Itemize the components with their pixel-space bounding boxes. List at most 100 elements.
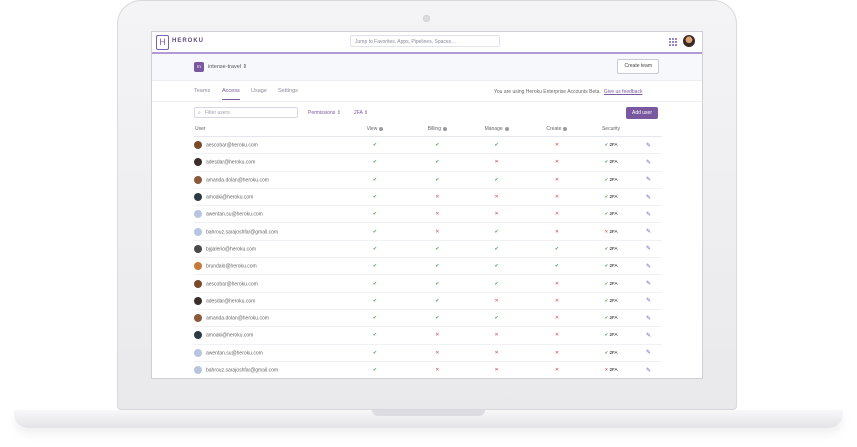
edit-cell[interactable]: ✎ (634, 136, 662, 155)
pencil-icon[interactable]: ✎ (645, 142, 651, 149)
header-manage: Manage (466, 122, 527, 137)
team-switcher[interactable]: intense-travel ⇕ (208, 64, 248, 70)
pencil-icon[interactable]: ✎ (645, 177, 651, 184)
billing-cell: ✔ (408, 240, 467, 259)
create-cell: ✔ (526, 240, 588, 259)
user-cell: aescobar@heroku.com (194, 136, 342, 155)
cross-icon: ✕ (554, 228, 560, 235)
check-icon: ✔ (435, 263, 440, 270)
table-row: brundalo@heroku.com ✔ ✔ ✔ ✔ ✔ 2FA ✎ (194, 257, 662, 276)
cross-icon: ✕ (494, 367, 499, 373)
pencil-icon[interactable]: ✎ (645, 332, 651, 339)
billing-cell: ✔ (408, 136, 467, 155)
security-cell: ✔ 2FA (587, 292, 635, 310)
create-cell: ✕ (526, 136, 588, 155)
feedback-link[interactable]: Give us feedback (603, 89, 643, 95)
avatar (194, 331, 202, 340)
pencil-icon[interactable]: ✎ (645, 211, 651, 218)
user-email: amanda.dolan@heroku.com (206, 177, 269, 184)
edit-cell[interactable]: ✎ (634, 257, 662, 276)
view-cell: ✔ (341, 292, 409, 310)
edit-cell[interactable]: ✎ (634, 309, 662, 328)
edit-cell[interactable]: ✎ (634, 240, 662, 259)
edit-cell[interactable]: ✎ (634, 344, 662, 362)
avatar (194, 244, 202, 253)
header-user: User (194, 122, 342, 137)
check-icon: ✔ (494, 176, 499, 183)
tab-access[interactable]: Access (222, 88, 240, 100)
check-icon: ✔ (435, 280, 440, 287)
header-view: View (341, 122, 409, 137)
access-table: User View Billing Manage Create Security… (194, 122, 662, 378)
check-icon: ✔ (604, 194, 610, 200)
manage-cell: ✔ (466, 274, 527, 293)
check-icon: ✔ (604, 263, 610, 269)
user-email: amanda.dolan@heroku.com (206, 315, 269, 322)
pencil-icon[interactable]: ✎ (645, 281, 651, 288)
table-row: amanda.dolan@heroku.com ✔ ✔ ✔ ✕ ✔ 2FA ✎ (194, 171, 662, 189)
tab-settings[interactable]: Settings (278, 88, 298, 94)
billing-cell: ✕ (408, 361, 467, 378)
filter-users-input[interactable]: ⌕ Filter users (194, 107, 298, 118)
edit-cell[interactable]: ✎ (634, 171, 662, 189)
cross-icon: ✕ (435, 194, 440, 201)
twofa-label: 2FA (609, 263, 618, 269)
pencil-icon[interactable]: ✎ (645, 298, 651, 305)
tab-usage[interactable]: Usage (251, 88, 267, 94)
cross-icon: ✕ (604, 367, 610, 372)
pencil-icon[interactable]: ✎ (645, 229, 651, 236)
pencil-icon[interactable]: ✎ (645, 350, 651, 357)
check-icon: ✔ (604, 211, 610, 217)
user-avatar[interactable] (683, 35, 695, 47)
cross-icon: ✕ (554, 194, 560, 201)
check-icon: ✔ (372, 159, 378, 166)
tab-teams[interactable]: Teams (194, 88, 211, 94)
pencil-icon[interactable]: ✎ (645, 367, 651, 374)
user-cell: brundalo@heroku.com (194, 257, 342, 276)
security-cell: ✔ 2FA (587, 344, 635, 362)
permissions-dropdown[interactable]: Permissions ⇕ (308, 110, 341, 116)
table-row: awentan.su@heroku.com ✔ ✕ ✕ ✕ ✔ 2FA ✎ (194, 344, 662, 362)
edit-cell[interactable]: ✎ (634, 274, 662, 293)
billing-cell: ✕ (408, 222, 467, 241)
check-icon: ✔ (372, 297, 378, 304)
edit-cell[interactable]: ✎ (634, 326, 662, 345)
apps-grid-icon[interactable] (669, 38, 677, 46)
check-icon: ✔ (494, 280, 499, 287)
add-user-button[interactable]: Add user (625, 107, 658, 119)
create-cell: ✕ (526, 292, 588, 310)
heroku-logo[interactable]: H (156, 35, 169, 50)
pencil-icon[interactable]: ✎ (645, 246, 651, 253)
twofa-label: 2FA (609, 228, 618, 234)
security-cell: ✕ 2FA (587, 222, 635, 241)
twofa-label: 2FA (609, 280, 618, 286)
search-input[interactable]: Jump to Favorites, Apps, Pipelines, Spac… (350, 35, 500, 47)
info-icon (379, 126, 384, 131)
billing-cell: ✔ (408, 153, 467, 172)
avatar (194, 366, 202, 374)
pencil-icon[interactable]: ✎ (645, 194, 651, 201)
table-row: adesdar@heroku.com ✔ ✔ ✕ ✕ ✔ 2FA ✎ (194, 292, 662, 310)
check-icon: ✔ (372, 280, 378, 287)
create-team-button[interactable]: Create team (617, 59, 659, 74)
pencil-icon[interactable]: ✎ (645, 159, 651, 166)
filter-placeholder: Filter users (205, 110, 230, 116)
twofa-label: 2FA (609, 159, 618, 165)
edit-cell[interactable]: ✎ (634, 361, 662, 378)
user-cell: bahrouz.sarajoshfar@gmail.com (194, 361, 342, 378)
manage-cell: ✔ (466, 240, 527, 259)
edit-cell[interactable]: ✎ (634, 153, 662, 172)
check-icon: ✔ (372, 263, 378, 270)
pencil-icon[interactable]: ✎ (645, 315, 651, 322)
twofa-dropdown[interactable]: 2FA ⇕ (354, 110, 369, 116)
edit-cell[interactable]: ✎ (634, 292, 662, 310)
pencil-icon[interactable]: ✎ (645, 263, 651, 270)
edit-cell[interactable]: ✎ (634, 205, 662, 224)
billing-cell: ✕ (408, 205, 467, 224)
edit-cell[interactable]: ✎ (634, 188, 662, 207)
user-cell: aescobar@heroku.com (194, 274, 342, 293)
edit-cell[interactable]: ✎ (634, 222, 662, 241)
billing-cell: ✔ (408, 309, 467, 328)
check-icon: ✔ (372, 211, 378, 218)
view-cell: ✔ (341, 309, 409, 328)
